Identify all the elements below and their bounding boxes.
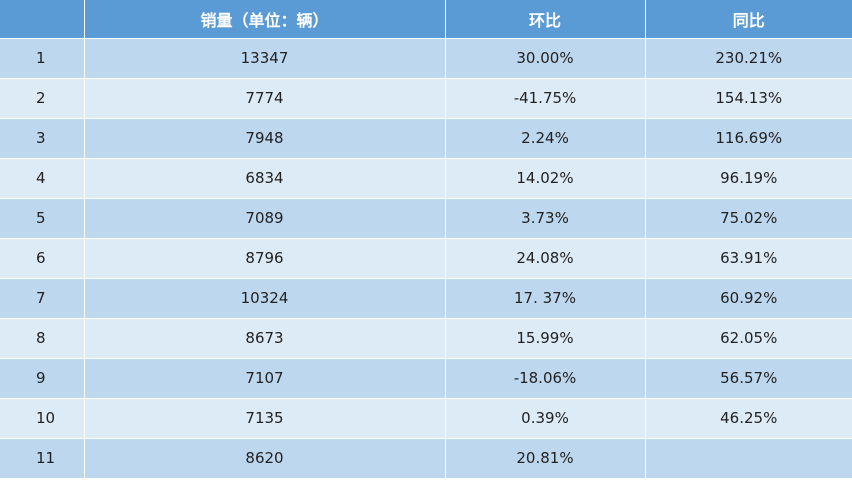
yoy-cell: 116.69% [645, 117, 852, 158]
yoy-cell: 56.57% [645, 357, 852, 398]
sales-cell: 7135 [84, 397, 446, 438]
sales-cell: 8796 [84, 237, 446, 278]
mom-cell: -41.75% [445, 77, 646, 118]
header-index [0, 0, 85, 38]
table-row: 6 8796 24.08% 63.91% [0, 237, 852, 278]
header-sales: 销量（单位：辆） [84, 0, 446, 38]
table-row: 10 7135 0.39% 46.25% [0, 397, 852, 438]
mom-cell: 24.08% [445, 237, 646, 278]
table-row: 1 13347 30.00% 230.21% [0, 37, 852, 78]
table-header-row: 销量（单位：辆） 环比 同比 [0, 0, 852, 38]
row-index-cell: 3 [0, 117, 85, 158]
sales-cell: 8673 [84, 317, 446, 358]
yoy-cell: 63.91% [645, 237, 852, 278]
yoy-cell [645, 437, 852, 478]
row-index-cell: 6 [0, 237, 85, 278]
header-mom: 环比 [445, 0, 646, 38]
sales-cell: 8620 [84, 437, 446, 478]
mom-cell: 17. 37% [445, 277, 646, 318]
table-row: 5 7089 3.73% 75.02% [0, 197, 852, 238]
mom-cell: 20.81% [445, 437, 646, 478]
sales-cell: 10324 [84, 277, 446, 318]
yoy-cell: 96.19% [645, 157, 852, 198]
mom-cell: -18.06% [445, 357, 646, 398]
yoy-cell: 46.25% [645, 397, 852, 438]
row-index-cell: 5 [0, 197, 85, 238]
sales-cell: 7774 [84, 77, 446, 118]
row-index-cell: 1 [0, 37, 85, 78]
header-yoy: 同比 [732, 10, 765, 30]
table-row: 9 7107 -18.06% 56.57% [0, 357, 852, 398]
yoy-cell: 62.05% [645, 317, 852, 358]
yoy-cell: 75.02% [645, 197, 852, 238]
mom-cell: 14.02% [445, 157, 646, 198]
sales-cell: 7107 [84, 357, 446, 398]
table-row: 8 8673 15.99% 62.05% [0, 317, 852, 358]
yoy-cell: 154.13% [645, 77, 852, 118]
table-row: 7 10324 17. 37% 60.92% [0, 277, 852, 318]
mom-cell: 2.24% [445, 117, 646, 158]
mom-cell: 0.39% [445, 397, 646, 438]
row-index-cell: 8 [0, 317, 85, 358]
table-row: 4 6834 14.02% 96.19% [0, 157, 852, 198]
yoy-cell: 230.21% [645, 37, 852, 78]
row-index-cell: 2 [0, 77, 85, 118]
row-index-cell: 7 [0, 277, 85, 318]
mom-cell: 15.99% [445, 317, 646, 358]
sales-cell: 7089 [84, 197, 446, 238]
sales-cell: 6834 [84, 157, 446, 198]
table-row: 11 8620 20.81% [0, 437, 852, 478]
mom-cell: 30.00% [445, 37, 646, 78]
row-index-cell: 10 [0, 397, 85, 438]
sales-cell: 13347 [84, 37, 446, 78]
table-row: 3 7948 2.24% 116.69% [0, 117, 852, 158]
row-index-cell: 11 [0, 437, 85, 478]
row-index-cell: 9 [0, 357, 85, 398]
sales-cell: 7948 [84, 117, 446, 158]
mom-cell: 3.73% [445, 197, 646, 238]
row-index-cell: 4 [0, 157, 85, 198]
yoy-cell: 60.92% [645, 277, 852, 318]
table-row: 2 7774 -41.75% 154.13% [0, 77, 852, 118]
